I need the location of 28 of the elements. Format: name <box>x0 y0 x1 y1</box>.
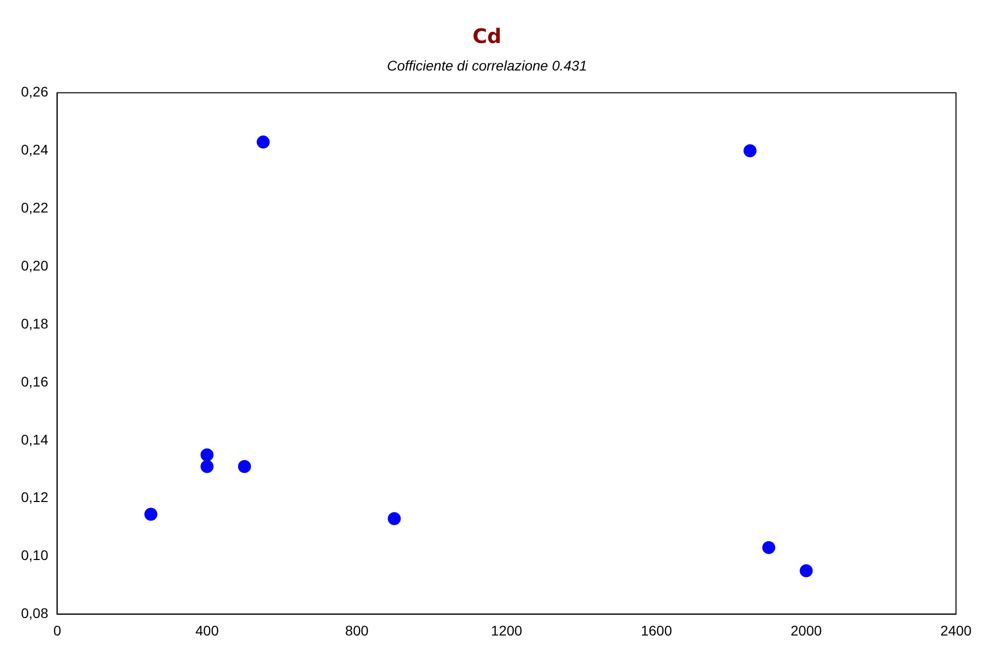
y-tick-label: 0,10 <box>21 547 48 564</box>
chart-subtitle: Cofficiente di correlazione 0.431 <box>386 57 588 74</box>
point <box>744 144 757 158</box>
y-tick-label: 0,18 <box>21 315 48 332</box>
y-tick-label: 0,24 <box>21 142 48 158</box>
x-tick-label: 800 <box>345 622 369 638</box>
y-tick-label: 0,16 <box>21 373 48 390</box>
point <box>762 541 776 554</box>
y-tick-label: 0,12 <box>21 489 48 506</box>
y-tick-label: 0,08 <box>21 605 48 622</box>
y-tick-label: 0,22 <box>21 200 48 216</box>
x-tick-label: 1200 <box>491 622 522 638</box>
point <box>800 564 813 578</box>
point <box>200 460 214 473</box>
x-tick-label: 2400 <box>940 622 972 638</box>
x-tick-label: 0 <box>53 622 62 638</box>
point <box>200 448 214 462</box>
x-tick-label: 1600 <box>640 622 672 638</box>
point <box>238 460 251 473</box>
point <box>388 512 401 526</box>
x-tick-label: 2000 <box>790 622 822 638</box>
point <box>256 136 270 149</box>
y-tick-label: 0,14 <box>21 431 48 448</box>
x-tick-label: 400 <box>195 622 219 638</box>
y-tick-label: 0,20 <box>21 257 48 274</box>
point <box>144 508 158 521</box>
y-tick-label: 0,26 <box>21 84 48 100</box>
chart-title: Cd <box>472 24 502 48</box>
